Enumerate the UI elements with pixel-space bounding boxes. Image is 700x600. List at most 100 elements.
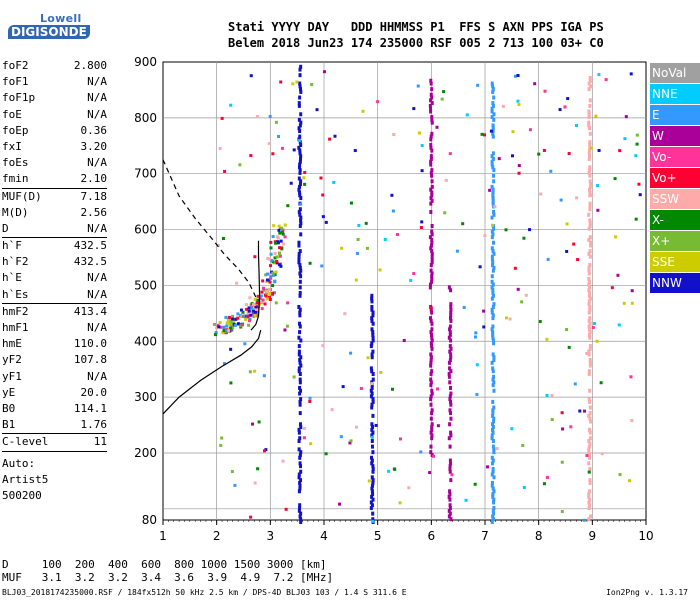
trace-point bbox=[256, 298, 260, 302]
echo-mark bbox=[491, 193, 495, 198]
echo-mark bbox=[490, 285, 494, 290]
echo-mark bbox=[298, 291, 302, 295]
echo-mark bbox=[370, 307, 374, 312]
echo-mark bbox=[429, 145, 433, 150]
y-tick-label: 800 bbox=[134, 111, 157, 125]
echo-mark bbox=[589, 243, 593, 248]
param-row: yF1 N/A bbox=[2, 369, 107, 385]
echo-mark bbox=[298, 486, 302, 491]
echo-mark bbox=[297, 369, 301, 374]
echo-mark bbox=[567, 152, 571, 156]
echo-mark bbox=[298, 140, 302, 145]
trace-point bbox=[273, 280, 277, 284]
trace-point bbox=[244, 317, 248, 321]
echo-mark bbox=[218, 146, 222, 150]
echo-mark bbox=[370, 299, 374, 304]
echo-mark bbox=[490, 296, 494, 301]
echo-mark bbox=[490, 455, 494, 460]
echo-mark bbox=[490, 162, 494, 167]
trace-point bbox=[221, 330, 225, 334]
echo-mark bbox=[429, 196, 433, 201]
param-row: foF1p N/A bbox=[2, 90, 107, 106]
echo-mark bbox=[449, 307, 453, 312]
trace-point bbox=[280, 247, 284, 251]
x-tick-label: 9 bbox=[589, 529, 597, 543]
echo-mark bbox=[587, 268, 591, 273]
trace-point bbox=[278, 254, 282, 258]
echo-mark bbox=[430, 260, 434, 265]
echo-mark bbox=[370, 405, 374, 410]
echo-mark bbox=[490, 154, 494, 159]
trace-point bbox=[215, 326, 219, 330]
echo-mark bbox=[308, 396, 312, 400]
echo-mark bbox=[449, 352, 453, 357]
echo-mark bbox=[492, 210, 496, 215]
echo-mark bbox=[475, 363, 479, 367]
echo-mark bbox=[588, 321, 592, 326]
echo-mark bbox=[448, 492, 452, 497]
echo-mark bbox=[333, 134, 337, 138]
echo-mark bbox=[430, 251, 434, 256]
echo-mark bbox=[497, 157, 501, 161]
echo-mark bbox=[299, 142, 303, 147]
param-name: h`E bbox=[2, 271, 22, 285]
echo-mark bbox=[379, 370, 383, 374]
echo-mark bbox=[565, 328, 569, 332]
echo-mark bbox=[613, 177, 617, 181]
echo-mark bbox=[491, 444, 495, 449]
echo-mark bbox=[297, 126, 301, 131]
echo-mark bbox=[447, 360, 451, 365]
echo-mark bbox=[297, 472, 301, 477]
trace-point bbox=[280, 230, 284, 234]
echo-mark bbox=[587, 271, 591, 276]
echo-mark bbox=[522, 485, 526, 489]
x-tick-label: 8 bbox=[535, 529, 543, 543]
echo-mark bbox=[353, 149, 357, 153]
echo-mark bbox=[489, 129, 493, 133]
echo-mark bbox=[491, 123, 495, 128]
echo-mark bbox=[332, 180, 336, 184]
echo-mark bbox=[588, 165, 592, 170]
echo-mark bbox=[302, 436, 306, 440]
echo-mark bbox=[283, 328, 287, 332]
echo-mark bbox=[588, 405, 592, 410]
echo-mark bbox=[289, 181, 293, 185]
echo-mark bbox=[588, 388, 592, 393]
echo-mark bbox=[565, 249, 569, 253]
echo-mark bbox=[420, 169, 424, 173]
echo-mark bbox=[448, 330, 452, 335]
echo-mark bbox=[299, 388, 303, 393]
echo-mark bbox=[371, 330, 375, 335]
trace-point bbox=[268, 291, 272, 295]
echo-mark bbox=[383, 238, 387, 242]
echo-mark bbox=[429, 78, 433, 83]
echo-mark bbox=[448, 408, 452, 413]
echo-mark bbox=[513, 266, 517, 270]
echo-mark bbox=[613, 235, 617, 239]
echo-mark bbox=[588, 254, 592, 259]
trace-point bbox=[271, 271, 275, 275]
param-value: N/A bbox=[87, 221, 107, 235]
echo-mark bbox=[292, 375, 296, 379]
echo-mark bbox=[430, 198, 434, 203]
echo-mark bbox=[490, 327, 494, 332]
echo-mark bbox=[588, 330, 592, 335]
echo-mark bbox=[429, 137, 433, 142]
echo-mark bbox=[587, 282, 591, 287]
echo-mark bbox=[491, 84, 495, 89]
echo-mark bbox=[490, 436, 494, 441]
echo-mark bbox=[298, 67, 302, 72]
echo-mark bbox=[428, 285, 432, 290]
echo-mark bbox=[371, 497, 375, 502]
echo-mark bbox=[561, 427, 565, 431]
echo-mark bbox=[492, 95, 496, 100]
echo-mark bbox=[461, 222, 465, 226]
echo-mark bbox=[587, 109, 591, 114]
echo-mark bbox=[490, 235, 494, 240]
echo-mark bbox=[488, 188, 492, 192]
echo-mark bbox=[429, 444, 433, 449]
echo-mark bbox=[587, 154, 591, 159]
echo-mark bbox=[587, 265, 591, 270]
trace-point bbox=[268, 280, 272, 284]
echo-mark bbox=[429, 106, 433, 111]
